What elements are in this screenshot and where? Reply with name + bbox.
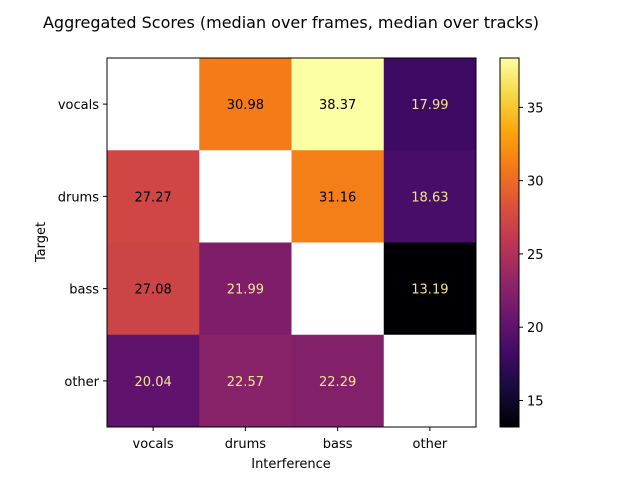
- colorbar-ticks: 15 20 25 30 35: [519, 101, 544, 409]
- cell-value-label: 21.99: [227, 283, 264, 298]
- cell-value-label: 31.16: [319, 190, 356, 205]
- heatmap-cell: [291, 150, 385, 243]
- x-tick-label: drums: [225, 437, 266, 452]
- heatmap-cell: [291, 242, 385, 336]
- cell-value-label: 22.29: [319, 375, 356, 390]
- heatmap-cell: [107, 334, 200, 428]
- heatmap-cell: [107, 242, 200, 336]
- y-tick-label: vocals: [58, 98, 99, 113]
- cell-value-label: 30.98: [227, 98, 264, 113]
- chart-title: Aggregated Scores (median over frames, m…: [43, 13, 539, 32]
- cell-value-label: 17.99: [411, 98, 448, 113]
- y-axis-label: Target: [34, 222, 49, 263]
- heatmap-cell: [383, 150, 477, 243]
- heatmap-cell: [199, 242, 292, 336]
- y-tick-label: bass: [69, 283, 99, 298]
- heatmap-cell: [383, 242, 477, 336]
- colorbar-tick-label: 30: [527, 175, 544, 190]
- colorbar-tick-label: 20: [527, 321, 544, 336]
- cell-value-label: 13.19: [411, 283, 448, 298]
- x-tick-label: other: [413, 437, 448, 452]
- x-tick-label: bass: [323, 437, 353, 452]
- y-tick-label: drums: [58, 190, 99, 205]
- heatmap-cell: [291, 58, 385, 151]
- heatmap-cell-labels: 30.98 38.37 17.99 27.27 31.16 18.63 27.08 21.99…: [135, 98, 449, 390]
- heatmap-cell: [383, 58, 477, 151]
- heatmap-cell: [107, 150, 200, 243]
- plot-frame: [106, 57, 477, 428]
- x-axis-label: Interference: [251, 457, 331, 472]
- x-axis-ticks: vocals drums bass other: [133, 427, 448, 452]
- heatmap-cell: [199, 58, 292, 151]
- cell-value-label: 27.08: [135, 283, 172, 298]
- cell-value-label: 38.37: [319, 98, 356, 113]
- heatmap-cell: [199, 334, 292, 428]
- cell-value-label: 18.63: [411, 190, 448, 205]
- heatmap-cell: [291, 334, 385, 428]
- cell-value-label: 27.27: [135, 190, 172, 205]
- heatmap-cell: [107, 58, 200, 151]
- colorbar-tick-label: 35: [527, 101, 544, 116]
- cell-value-label: 20.04: [135, 375, 172, 390]
- colorbar: [499, 57, 520, 428]
- y-axis-ticks: vocals drums bass other: [58, 98, 107, 390]
- heatmap-cell: [383, 334, 477, 428]
- y-tick-label: other: [64, 375, 99, 390]
- x-tick-label: vocals: [133, 437, 174, 452]
- heatmap-cell: [199, 150, 292, 243]
- colorbar-tick-label: 25: [527, 248, 544, 263]
- cell-value-label: 22.57: [227, 375, 264, 390]
- heatmap-cells: [107, 58, 477, 428]
- colorbar-tick-label: 15: [527, 394, 544, 409]
